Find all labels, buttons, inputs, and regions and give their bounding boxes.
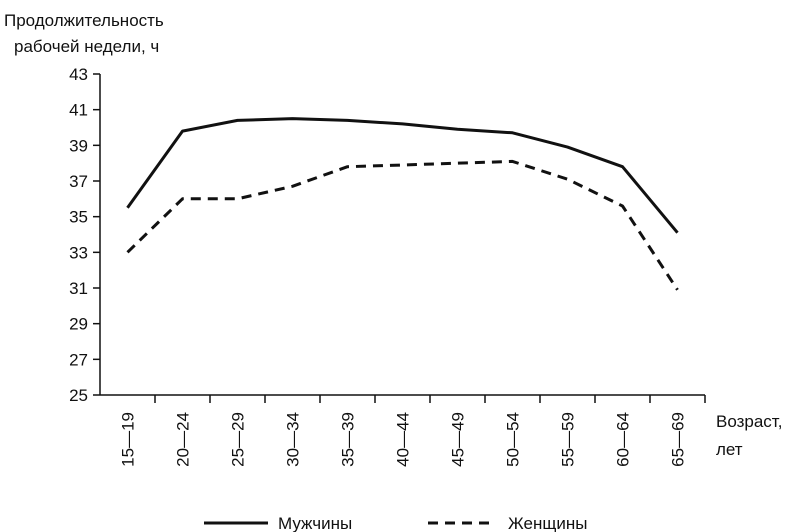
x-tick-label: 55—59 <box>559 412 578 467</box>
x-tick-label: 65—69 <box>669 412 688 467</box>
x-tick-label: 45—49 <box>449 412 468 467</box>
y-tick-label: 31 <box>69 279 88 298</box>
y-tick-label: 39 <box>69 136 88 155</box>
x-tick-label: 50—54 <box>504 412 523 467</box>
legend-label-men: Мужчины <box>278 514 352 532</box>
x-tick-label: 60—64 <box>614 412 633 467</box>
y-tick-label: 43 <box>69 65 88 84</box>
x-axis-ticks: 15—19 20—24 25—29 30—34 35—39 40—44 45—49 50—54… <box>119 395 706 467</box>
x-tick-label: 15—19 <box>119 412 138 467</box>
x-axis-title-line-1: Возраст, <box>716 412 782 431</box>
y-axis-title-line-1: Продолжительность <box>4 11 164 30</box>
y-tick-label: 33 <box>69 243 88 262</box>
y-axis-ticks: 25 27 29 31 33 35 37 39 41 43 <box>69 65 100 405</box>
x-tick-label: 40—44 <box>394 412 413 467</box>
series-line-men <box>126 117 679 234</box>
y-axis-title-line-2: рабочей недели, ч <box>14 37 159 56</box>
y-tick-label: 25 <box>69 386 88 405</box>
legend-label-women: Женщины <box>508 514 587 532</box>
x-tick-label: 35—39 <box>339 412 358 467</box>
series-line-women <box>126 159 679 291</box>
x-tick-label: 20—24 <box>174 412 193 467</box>
y-tick-label: 27 <box>69 350 88 369</box>
series-layer <box>126 117 679 291</box>
x-axis-title-line-2: лет <box>716 440 743 459</box>
y-tick-label: 29 <box>69 315 88 334</box>
legend: Мужчины Женщины <box>204 514 587 532</box>
y-tick-label: 35 <box>69 208 88 227</box>
x-tick-label: 30—34 <box>284 412 303 467</box>
y-tick-label: 37 <box>69 172 88 191</box>
x-tick-label: 25—29 <box>229 412 248 467</box>
y-tick-label: 41 <box>69 101 88 120</box>
